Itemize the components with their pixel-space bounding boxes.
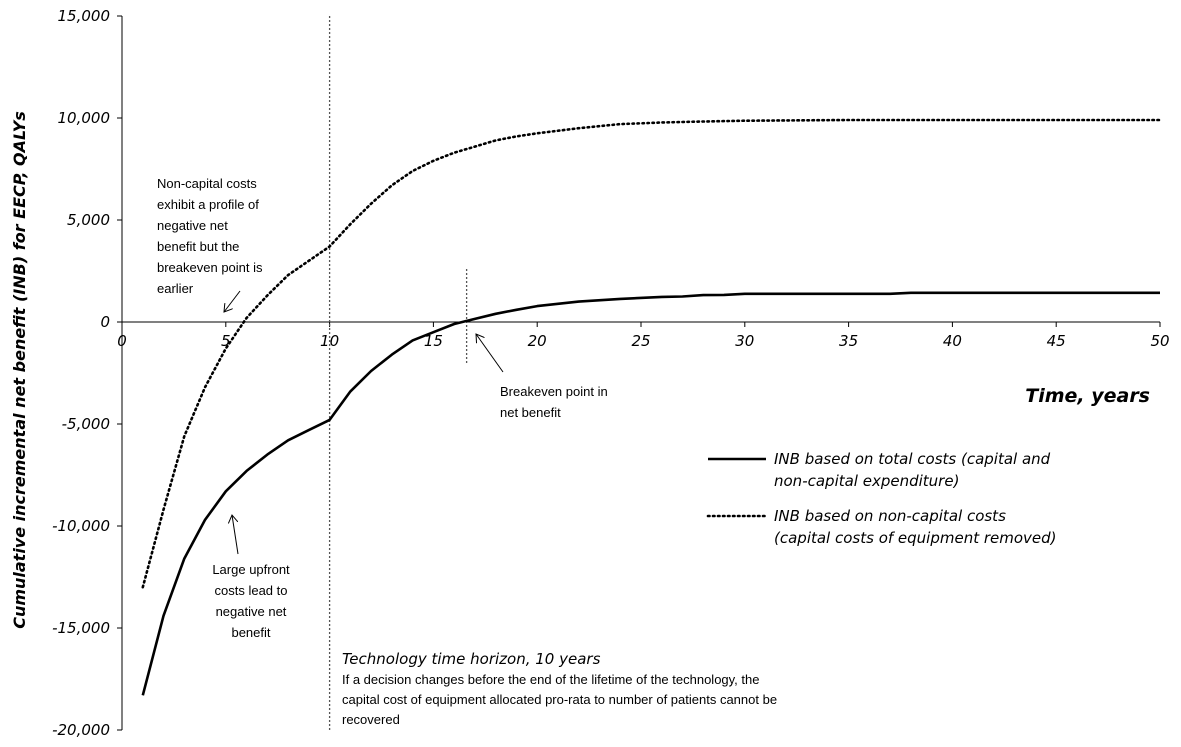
y-tick-label: -5,000 [62, 415, 110, 433]
annotation-3-line: Large upfront [212, 562, 290, 577]
y-tick-label: 15,000 [58, 7, 111, 25]
annotations: Non-capital costs exhibit a profile of neg… [157, 176, 608, 640]
annotation-1-line: earlier [157, 281, 194, 296]
series-line-total [141, 291, 1160, 696]
annotation-2-line: Breakeven point in [500, 384, 608, 399]
x-tick-label: 0 [117, 332, 127, 350]
horizon-note-title: Technology time horizon, 10 years [342, 650, 601, 668]
tick-labels: 15,000 10,000 5,000 0 -5,000 -10,000 -15,000 -2… [52, 7, 1169, 739]
horizon-note: Technology time horizon, 10 years If a d… [342, 650, 777, 727]
x-tick-label: 30 [735, 332, 754, 350]
y-tick-label: 10,000 [58, 109, 111, 127]
legend-label-1: INB based on total costs (capital and [774, 450, 1051, 468]
horizon-note-line: recovered [342, 712, 400, 727]
x-tick-label: 15 [424, 332, 443, 350]
x-axis-label: Time, years [1025, 385, 1150, 407]
y-tick-label: -15,000 [52, 619, 110, 637]
annotation-3-line: negative net [216, 604, 287, 619]
series-line-non-capital [141, 118, 1162, 589]
x-tick-label: 40 [943, 332, 962, 350]
x-tick-label: 10 [320, 332, 339, 350]
annotation-3-line: costs lead to [215, 583, 288, 598]
legend: INB based on total costs (capital and non… [706, 450, 1057, 547]
series-layer [141, 118, 1162, 696]
x-tick-label: 45 [1047, 332, 1066, 350]
legend-label-2: INB based on non-capital costs [774, 507, 1006, 525]
y-axis-label: Cumulative incremental net benefit (INB)… [10, 111, 29, 629]
legend-label-2: (capital costs of equipment removed) [774, 529, 1057, 547]
annotation-1-line: Non-capital costs [157, 176, 257, 191]
horizon-note-line: If a decision changes before the end of … [342, 672, 759, 687]
annotation-2-line: net benefit [500, 405, 561, 420]
x-tick-label: 25 [631, 332, 650, 350]
x-tick-label: 35 [839, 332, 858, 350]
x-tick-label: 50 [1150, 332, 1169, 350]
horizon-note-line: capital cost of equipment allocated pro-… [342, 692, 777, 707]
x-tick-label: 20 [528, 332, 547, 350]
annotation-1-line: benefit but the [157, 239, 239, 254]
annotation-3-line: benefit [231, 625, 270, 640]
annotation-1-line: exhibit a profile of [157, 197, 259, 212]
legend-label-1: non-capital expenditure) [774, 472, 959, 490]
y-tick-label: -10,000 [52, 517, 110, 535]
y-tick-label: 0 [100, 313, 110, 331]
x-tick-label: 5 [221, 332, 231, 350]
y-tick-label: 5,000 [67, 211, 110, 229]
annotation-1-line: breakeven point is [157, 260, 263, 275]
annotation-arrow-1 [224, 290, 241, 312]
vertical-markers [328, 16, 468, 730]
annotation-arrow-2 [476, 334, 504, 373]
y-tick-label: -20,000 [52, 721, 110, 739]
annotation-1-line: negative net [157, 218, 228, 233]
annotation-arrow-3 [232, 515, 239, 555]
